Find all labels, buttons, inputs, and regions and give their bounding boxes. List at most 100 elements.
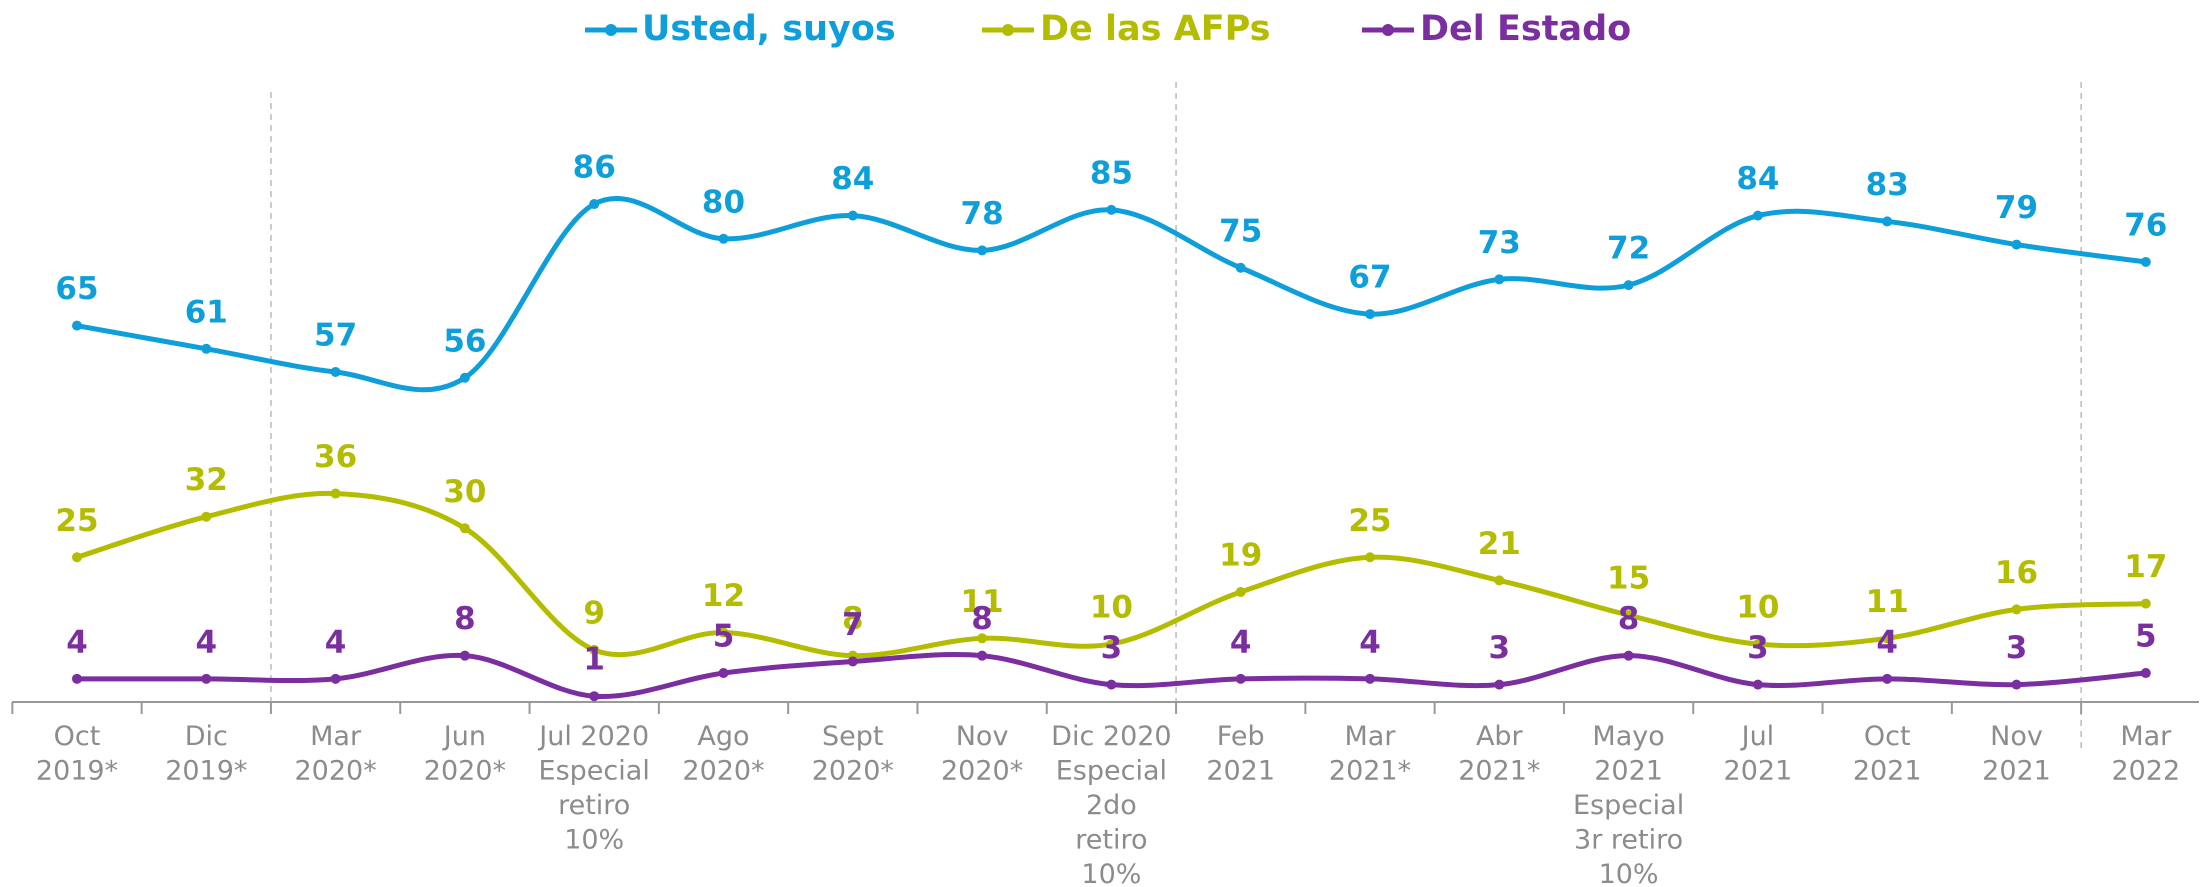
point — [847, 656, 858, 667]
point — [1882, 673, 1893, 684]
data-label: 36 — [314, 439, 357, 475]
point — [589, 691, 600, 702]
data-label: 73 — [1478, 225, 1521, 261]
x-tick-label: Mar 2021* — [1329, 721, 1411, 787]
data-label: 16 — [1995, 555, 2038, 591]
x-tick-label: Dic 2019* — [165, 721, 247, 787]
data-label: 30 — [443, 474, 486, 510]
point — [1494, 274, 1505, 285]
point — [72, 320, 82, 331]
point — [847, 210, 858, 221]
x-tick-label: Jul 2020 Especial retiro 10% — [537, 721, 650, 856]
x-tick-label-line: 2021 — [1724, 755, 1793, 786]
data-label: 84 — [1736, 161, 1779, 197]
x-tick-label-line: Sept — [822, 721, 883, 752]
point — [977, 633, 988, 644]
x-tick-label-line: Especial — [1573, 790, 1684, 821]
data-label: 4 — [325, 624, 347, 660]
x-tick-label-line: 10% — [1081, 859, 1141, 887]
x-tick-label: Feb 2021 — [1206, 721, 1275, 787]
point — [2140, 256, 2151, 267]
data-label: 61 — [185, 294, 228, 330]
data-label: 17 — [2124, 549, 2167, 585]
x-tick-label-line: 2021 — [1206, 755, 1275, 786]
x-tick-label-line: 2020* — [812, 755, 894, 786]
x-tick-label: Ago 2020* — [682, 721, 764, 787]
data-label: 25 — [55, 503, 98, 539]
x-tick-label: Sept 2020* — [812, 721, 894, 787]
point — [72, 552, 82, 563]
x-tick-label-line: 2022 — [2111, 755, 2180, 786]
data-label: 4 — [196, 624, 218, 660]
data-label: 4 — [1230, 624, 1252, 660]
x-tick-label-line: Oct — [1864, 721, 1911, 752]
x-tick-label-line: 2do — [1086, 790, 1137, 821]
data-label: 10 — [1736, 590, 1779, 626]
x-tick-label-line: Dic 2020 — [1051, 721, 1171, 752]
point — [330, 366, 341, 377]
point — [2011, 679, 2022, 690]
point — [1235, 262, 1246, 273]
x-tick-label-line: 2021* — [1458, 755, 1540, 786]
legend-label: Usted, suyos — [642, 9, 896, 49]
point — [718, 233, 729, 244]
x-tick-label-line: 3r retiro — [1574, 824, 1683, 855]
point — [459, 650, 470, 661]
x-tick-label-line: Jul 2020 — [537, 721, 649, 752]
data-label: 8 — [971, 601, 993, 637]
point — [977, 650, 988, 661]
point — [1365, 552, 1375, 563]
data-label: 3 — [1747, 630, 1769, 666]
point — [718, 668, 729, 679]
x-tick-label: Dic 2020 Especial 2do retiro 10% — [1051, 721, 1171, 887]
x-tick-label-line: Nov — [1990, 721, 2043, 752]
data-label: 9 — [583, 595, 605, 631]
x-tick-label-line: 10% — [564, 824, 624, 855]
x-tick-label: Nov 2020* — [941, 721, 1023, 787]
x-tick-label-line: Abr — [1476, 721, 1524, 752]
x-tick-label-line: 2020* — [682, 755, 764, 786]
data-label: 3 — [1101, 630, 1123, 666]
x-tick-label-line: Jun — [442, 721, 486, 752]
point — [1752, 210, 1763, 221]
x-tick-label: Mar 2020* — [294, 721, 376, 787]
point — [589, 199, 600, 210]
data-label: 5 — [713, 619, 735, 655]
data-label: 67 — [1348, 260, 1391, 296]
point — [201, 343, 212, 354]
legend-dot — [605, 24, 617, 36]
point — [1365, 309, 1375, 320]
point — [589, 644, 600, 655]
point — [2011, 239, 2022, 250]
x-tick-label-line: 2019* — [36, 755, 118, 786]
data-label: 12 — [702, 578, 745, 614]
x-tick-label: Mar 2022 — [2111, 721, 2180, 787]
x-tick-label-line: 2021 — [1853, 755, 1922, 786]
point — [2140, 668, 2151, 679]
data-label: 79 — [1995, 190, 2038, 226]
legend-dot — [1382, 24, 1394, 36]
point — [1494, 679, 1505, 690]
point — [1106, 639, 1117, 650]
x-tick-label: Mayo 2021 Especial 3r retiro 10% — [1573, 721, 1684, 887]
point — [1882, 216, 1893, 227]
point — [72, 673, 82, 684]
data-label: 75 — [1219, 213, 1262, 249]
legend-dot — [1002, 24, 1014, 36]
data-label: 15 — [1607, 561, 1650, 597]
point — [1623, 280, 1634, 291]
data-label: 5 — [2135, 619, 2157, 655]
point — [1235, 586, 1246, 597]
data-label: 32 — [185, 462, 228, 498]
point — [1882, 633, 1893, 644]
data-label: 80 — [702, 184, 745, 220]
x-tick-label-line: Especial — [539, 755, 650, 786]
point — [1235, 673, 1246, 684]
data-label: 21 — [1478, 526, 1521, 562]
data-label: 25 — [1348, 503, 1391, 539]
point — [201, 511, 212, 522]
data-label: 3 — [2006, 630, 2028, 666]
x-tick-label-line: 2020* — [941, 755, 1023, 786]
data-label: 78 — [961, 196, 1004, 232]
